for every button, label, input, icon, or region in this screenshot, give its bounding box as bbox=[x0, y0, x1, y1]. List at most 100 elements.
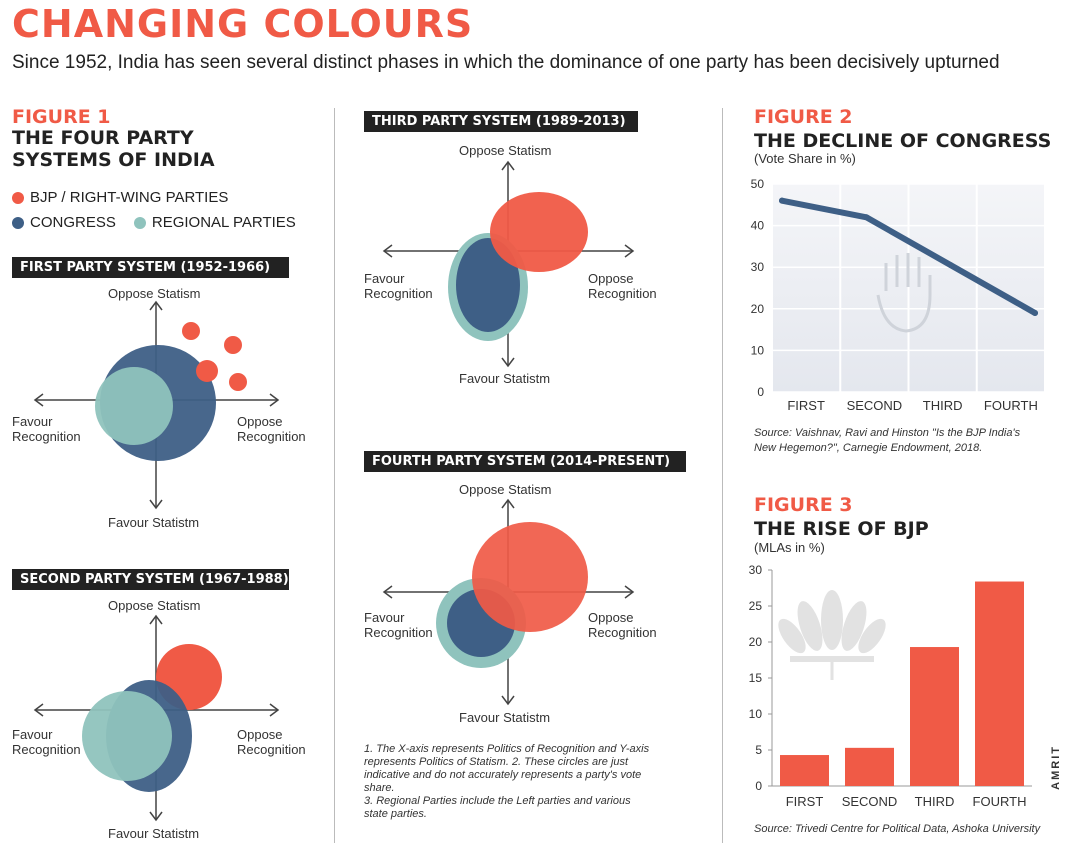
x-tick-label: FOURTH bbox=[984, 398, 1038, 413]
line-point bbox=[947, 262, 954, 269]
x-arrow-left bbox=[382, 244, 393, 258]
fourth-system-banner: FOURTH PARTY SYSTEM (2014-PRESENT) bbox=[364, 451, 686, 472]
figure2-title: THE DECLINE OF CONGRESS bbox=[754, 130, 1052, 152]
lotus-watermark bbox=[778, 590, 886, 680]
regional-circle bbox=[95, 367, 173, 445]
y-arrow-down bbox=[501, 695, 515, 706]
x-arrow-right bbox=[269, 703, 280, 717]
figure3-source: Source: Trivedi Centre for Political Dat… bbox=[754, 823, 1041, 835]
third-top-label: Oppose Statism bbox=[459, 143, 552, 158]
regional-circle bbox=[82, 691, 172, 781]
line-point bbox=[863, 214, 870, 221]
legend-congress-regional: CONGRESS REGIONAL PARTIES bbox=[12, 214, 296, 231]
third-system-banner: THIRD PARTY SYSTEM (1989-2013) bbox=[364, 111, 638, 132]
third-system-diagram bbox=[382, 160, 635, 368]
y-tick-label: 50 bbox=[751, 177, 765, 191]
y-arrow-up bbox=[501, 498, 515, 509]
x-tick-label: THIRD bbox=[923, 398, 963, 413]
fourth-top-label: Oppose Statism bbox=[459, 482, 552, 497]
y-tick-label: 0 bbox=[757, 385, 764, 399]
fourth-system-diagram bbox=[382, 498, 635, 706]
x-arrow-right bbox=[624, 244, 635, 258]
y-arrow-up bbox=[149, 614, 163, 625]
bjp-bar-chart: 0 5 10 15 20 25 30 FIRST SECOND THIRD FOURTH bbox=[749, 563, 1032, 809]
y-tick-label: 5 bbox=[755, 743, 762, 757]
figure1-notes: 1. The X-axis represents Politics of Rec… bbox=[364, 743, 650, 820]
y-tick-label: 10 bbox=[749, 707, 763, 721]
bjp-bar bbox=[975, 581, 1024, 786]
congress-circle bbox=[456, 238, 520, 332]
fourth-right-label: Oppose Recognition bbox=[588, 610, 657, 640]
legend-bjp: BJP / RIGHT-WING PARTIES bbox=[12, 189, 228, 206]
bjp-circle-4 bbox=[229, 373, 247, 391]
legend-regional-swatch bbox=[133, 216, 146, 229]
figure1-title-line1: THE FOUR PARTY bbox=[12, 127, 194, 149]
second-system-diagram bbox=[33, 614, 280, 822]
figure1-label: FIGURE 1 bbox=[12, 106, 111, 128]
second-bottom-label: Favour Statistm bbox=[108, 826, 200, 841]
y-tick-label: 40 bbox=[751, 219, 765, 233]
bjp-circle-3 bbox=[196, 360, 218, 382]
y-tick-label: 20 bbox=[751, 302, 765, 316]
first-right-label: Oppose Recognition bbox=[237, 414, 306, 444]
legend-congress-label: CONGRESS bbox=[30, 214, 116, 231]
y-tick-label: 20 bbox=[749, 635, 763, 649]
figure3-unit: (MLAs in %) bbox=[754, 540, 825, 555]
x-tick-label: SECOND bbox=[847, 398, 903, 413]
second-right-label: Oppose Recognition bbox=[237, 727, 306, 757]
third-bottom-label: Favour Statistm bbox=[459, 371, 551, 386]
figure3-title: THE RISE OF BJP bbox=[754, 518, 929, 540]
x-tick-label: FOURTH bbox=[973, 794, 1027, 809]
second-system-banner: SECOND PARTY SYSTEM (1967-1988) bbox=[12, 569, 289, 590]
hand-watermark bbox=[876, 253, 932, 333]
page-title: CHANGING COLOURS bbox=[12, 2, 474, 46]
third-right-label: Oppose Recognition bbox=[588, 271, 657, 301]
legend-bjp-swatch bbox=[12, 191, 24, 204]
first-system-banner: FIRST PARTY SYSTEM (1952-1966) bbox=[12, 257, 289, 278]
page-subtitle: Since 1952, India has seen several disti… bbox=[12, 52, 1000, 73]
fourth-bottom-label: Favour Statistm bbox=[459, 710, 551, 725]
y-arrow-down bbox=[149, 811, 163, 822]
x-tick-label: THIRD bbox=[915, 794, 955, 809]
figure2-label: FIGURE 2 bbox=[754, 106, 853, 128]
figure2-source: Source: Vaishnav, Ravi and Hinston "Is t… bbox=[754, 427, 1021, 454]
figure1-title-line2: SYSTEMS OF INDIA bbox=[12, 149, 215, 171]
x-arrow-right bbox=[624, 585, 635, 599]
x-arrow-left bbox=[33, 393, 44, 407]
legend-congress-swatch bbox=[12, 216, 24, 229]
y-arrow-up bbox=[149, 300, 163, 311]
first-bottom-label: Favour Statistm bbox=[108, 515, 200, 530]
second-top-label: Oppose Statism bbox=[108, 598, 201, 613]
x-arrow-left bbox=[33, 703, 44, 717]
bjp-bar bbox=[910, 647, 959, 786]
second-left-label: Favour Recognition bbox=[12, 727, 81, 757]
congress-line-chart: 0 10 20 30 40 50 FIRST SECOND THIRD FOURTH bbox=[751, 177, 1046, 413]
bjp-circle bbox=[490, 192, 588, 272]
figure3-label: FIGURE 3 bbox=[754, 494, 853, 516]
first-top-label: Oppose Statism bbox=[108, 286, 201, 301]
x-tick-label: FIRST bbox=[787, 398, 825, 413]
y-tick-label: 30 bbox=[751, 260, 765, 274]
bjp-bar bbox=[845, 747, 894, 786]
artist-credit: AMRIT bbox=[1050, 745, 1062, 790]
y-tick-label: 10 bbox=[751, 343, 765, 357]
x-tick-label: SECOND bbox=[842, 794, 898, 809]
bjp-circle bbox=[472, 522, 588, 632]
y-arrow-up bbox=[501, 160, 515, 171]
x-arrow-left bbox=[382, 585, 393, 599]
legend-bjp-label: BJP / RIGHT-WING PARTIES bbox=[30, 189, 229, 206]
congress-vote-line bbox=[779, 197, 1038, 316]
figure2-unit: (Vote Share in %) bbox=[754, 151, 856, 166]
bjp-circle-1 bbox=[182, 322, 200, 340]
x-tick-label: FIRST bbox=[786, 794, 824, 809]
column-divider-right bbox=[722, 108, 723, 843]
y-tick-label: 25 bbox=[749, 599, 763, 613]
y-arrow-down bbox=[149, 499, 163, 510]
line-point bbox=[779, 197, 785, 204]
first-system-diagram bbox=[33, 300, 280, 510]
x-arrow-right bbox=[269, 393, 280, 407]
third-left-label: Favour Recognition bbox=[364, 271, 433, 301]
y-tick-label: 30 bbox=[749, 563, 763, 577]
y-arrow-down bbox=[501, 357, 515, 368]
legend-regional-label: REGIONAL PARTIES bbox=[151, 214, 296, 231]
